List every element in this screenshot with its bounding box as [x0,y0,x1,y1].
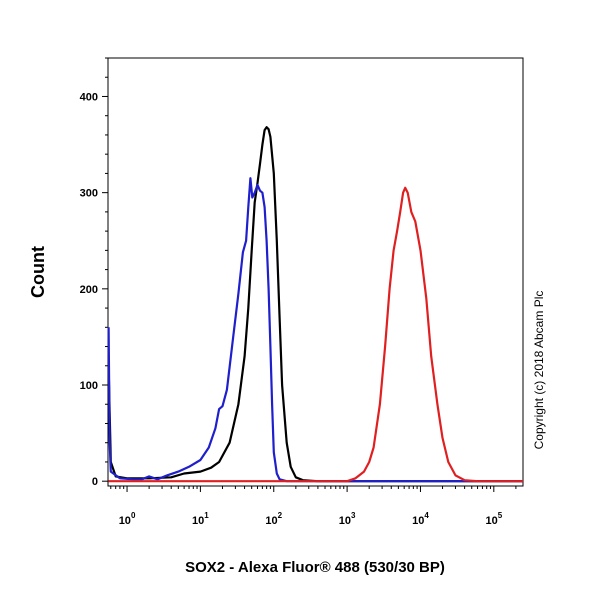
y-tick-label: 400 [80,91,98,103]
x-tick-exponent: 3 [351,511,356,520]
x-tick-label: 104 [412,511,429,527]
plot-frame [107,57,524,487]
series-line-1 [107,126,523,483]
x-tick-label: 102 [265,511,282,527]
copyright-notice: Copyright (c) 2018 Abcam Plc [532,291,546,450]
y-tick-label: 0 [92,476,98,488]
x-tick-label: 101 [192,511,209,527]
x-axis: 100 101 102 103 104 105 [110,486,517,527]
x-tick-label: 103 [339,511,356,527]
x-tick-exponent: 1 [204,511,209,520]
x-tick-base: 10 [192,515,204,527]
x-tick-label: 105 [485,511,502,527]
x-tick-base: 10 [339,515,351,527]
x-tick-base: 10 [265,515,277,527]
x-axis-title: SOX2 - Alexa Fluor® 488 (530/30 BP) [185,559,445,576]
x-tick-exponent: 5 [498,511,503,520]
y-tick-label: 200 [80,284,98,296]
x-tick-exponent: 4 [424,511,429,520]
x-tick-base: 10 [485,515,497,527]
y-axis: 0 100 200 300 400 [80,57,108,488]
x-tick-exponent: 0 [131,511,136,520]
series-line-3 [108,186,523,483]
y-axis-title: Count [28,246,48,298]
y-tick-label: 100 [80,380,98,392]
x-tick-label: 100 [119,511,136,527]
series-line-2 [107,177,523,483]
x-tick-exponent: 2 [278,511,283,520]
x-tick-base: 10 [412,515,424,527]
y-tick-label: 300 [80,188,98,200]
series-layer [107,126,523,483]
x-tick-base: 10 [119,515,131,527]
